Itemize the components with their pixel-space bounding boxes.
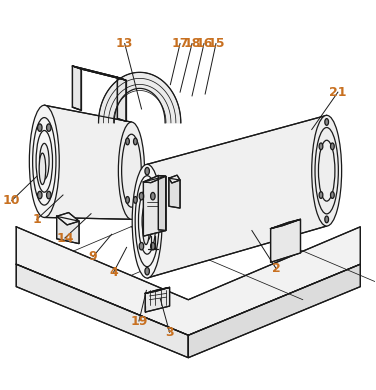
Polygon shape xyxy=(188,264,360,358)
Polygon shape xyxy=(271,219,300,262)
Ellipse shape xyxy=(139,192,144,200)
Polygon shape xyxy=(158,176,166,230)
Ellipse shape xyxy=(29,105,59,218)
Polygon shape xyxy=(72,66,126,80)
Polygon shape xyxy=(169,178,180,208)
Ellipse shape xyxy=(133,197,137,203)
Polygon shape xyxy=(57,216,79,244)
Ellipse shape xyxy=(151,243,155,250)
Ellipse shape xyxy=(331,191,334,199)
Polygon shape xyxy=(117,77,126,121)
Ellipse shape xyxy=(331,143,334,150)
Text: 13: 13 xyxy=(116,37,133,50)
Ellipse shape xyxy=(39,144,49,179)
Ellipse shape xyxy=(133,138,137,145)
Polygon shape xyxy=(143,176,166,236)
Text: 3: 3 xyxy=(165,326,174,339)
Text: 21: 21 xyxy=(329,86,347,99)
Ellipse shape xyxy=(118,122,144,219)
Text: 4: 4 xyxy=(109,266,118,279)
Ellipse shape xyxy=(126,138,129,145)
Polygon shape xyxy=(16,264,188,358)
Ellipse shape xyxy=(39,153,46,184)
Text: 16: 16 xyxy=(195,37,213,50)
Text: 15: 15 xyxy=(207,37,225,50)
Text: 1: 1 xyxy=(32,213,41,226)
Ellipse shape xyxy=(325,119,329,125)
Text: 19: 19 xyxy=(130,315,148,328)
Polygon shape xyxy=(72,66,81,110)
Ellipse shape xyxy=(132,164,162,278)
Polygon shape xyxy=(57,213,79,225)
Text: 2: 2 xyxy=(272,262,280,275)
Ellipse shape xyxy=(312,115,342,226)
Ellipse shape xyxy=(47,124,51,131)
Ellipse shape xyxy=(139,243,144,250)
Ellipse shape xyxy=(325,216,329,223)
Ellipse shape xyxy=(47,191,51,199)
Polygon shape xyxy=(147,115,327,278)
Text: 14: 14 xyxy=(56,232,74,245)
Ellipse shape xyxy=(142,202,152,241)
Polygon shape xyxy=(143,176,166,183)
Polygon shape xyxy=(16,227,360,335)
Polygon shape xyxy=(44,105,132,219)
Polygon shape xyxy=(145,287,170,293)
Polygon shape xyxy=(169,175,180,183)
Ellipse shape xyxy=(319,191,323,199)
Polygon shape xyxy=(99,72,181,123)
Ellipse shape xyxy=(126,197,129,203)
Ellipse shape xyxy=(143,213,149,245)
Polygon shape xyxy=(271,219,300,229)
Ellipse shape xyxy=(319,143,323,150)
Ellipse shape xyxy=(151,192,155,200)
Ellipse shape xyxy=(38,124,42,131)
Text: 17: 17 xyxy=(171,37,189,50)
Polygon shape xyxy=(145,287,170,312)
Text: 9: 9 xyxy=(89,250,97,263)
Ellipse shape xyxy=(145,268,149,275)
Text: 10: 10 xyxy=(3,194,21,207)
Ellipse shape xyxy=(38,191,42,199)
Ellipse shape xyxy=(145,167,149,175)
Text: 18: 18 xyxy=(183,37,201,50)
